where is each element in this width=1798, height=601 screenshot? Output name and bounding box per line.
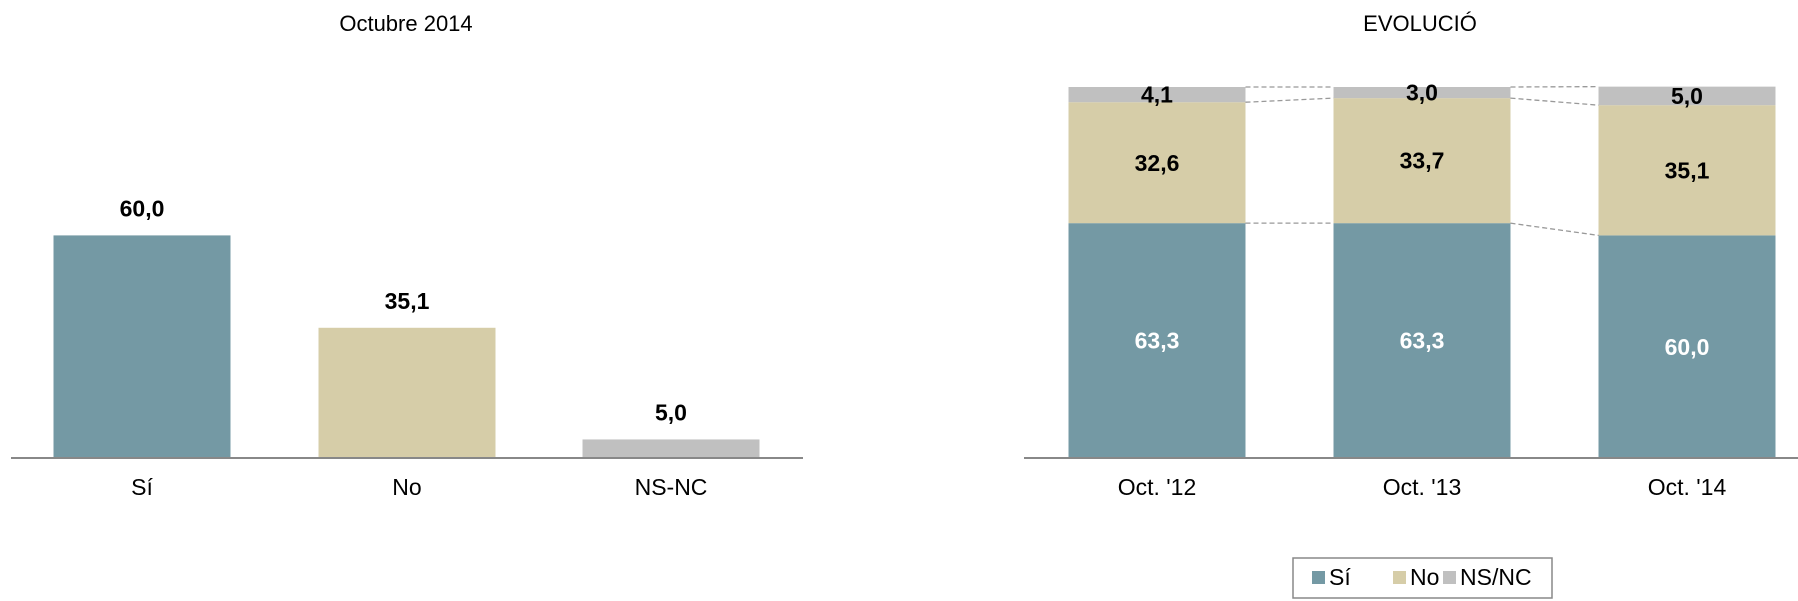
value-label: 35,1 <box>385 288 430 314</box>
bar-segment <box>1068 102 1246 224</box>
bar <box>582 439 760 458</box>
bar-segment <box>1333 223 1511 458</box>
bar <box>53 235 231 458</box>
bar-segment <box>1598 235 1776 458</box>
bar-segment <box>1068 223 1246 458</box>
x-tick-label: Oct. '12 <box>1118 474 1197 500</box>
legend-swatch <box>1443 571 1456 584</box>
x-tick-label: Sí <box>131 474 153 500</box>
bar <box>318 327 496 458</box>
legend-swatch <box>1312 571 1325 584</box>
value-label: 32,6 <box>1135 150 1180 176</box>
bar-segment <box>1598 86 1776 106</box>
bar-segment <box>1068 87 1246 103</box>
chart-title: Octubre 2014 <box>339 11 472 36</box>
value-label: 35,1 <box>1665 157 1710 183</box>
bar-segment <box>1333 98 1511 224</box>
x-tick-label: Oct. '14 <box>1648 474 1727 500</box>
x-tick-label: No <box>392 474 421 500</box>
x-tick-label: Oct. '13 <box>1383 474 1462 500</box>
value-label: 5,0 <box>655 400 687 426</box>
legend-label: Sí <box>1329 564 1351 590</box>
value-label: 60,0 <box>120 195 165 221</box>
value-label: 5,0 <box>1671 83 1703 109</box>
value-label: 4,1 <box>1141 82 1173 108</box>
value-label: 63,3 <box>1400 328 1445 354</box>
value-label: 3,0 <box>1406 80 1438 106</box>
chart-title: EVOLUCIÓ <box>1363 11 1477 36</box>
bar-segment <box>1598 105 1776 236</box>
legend <box>1292 557 1553 599</box>
connector <box>1245 97 1334 103</box>
legend-swatch <box>1393 571 1406 584</box>
x-tick-label: NS-NC <box>635 474 708 500</box>
value-label: 60,0 <box>1665 334 1710 360</box>
connector <box>1510 222 1599 237</box>
value-label: 63,3 <box>1135 328 1180 354</box>
connector <box>1510 97 1599 106</box>
bar-segment <box>1333 87 1511 99</box>
legend-label: No <box>1410 564 1439 590</box>
value-label: 33,7 <box>1400 148 1445 174</box>
legend-label: NS/NC <box>1460 564 1532 590</box>
